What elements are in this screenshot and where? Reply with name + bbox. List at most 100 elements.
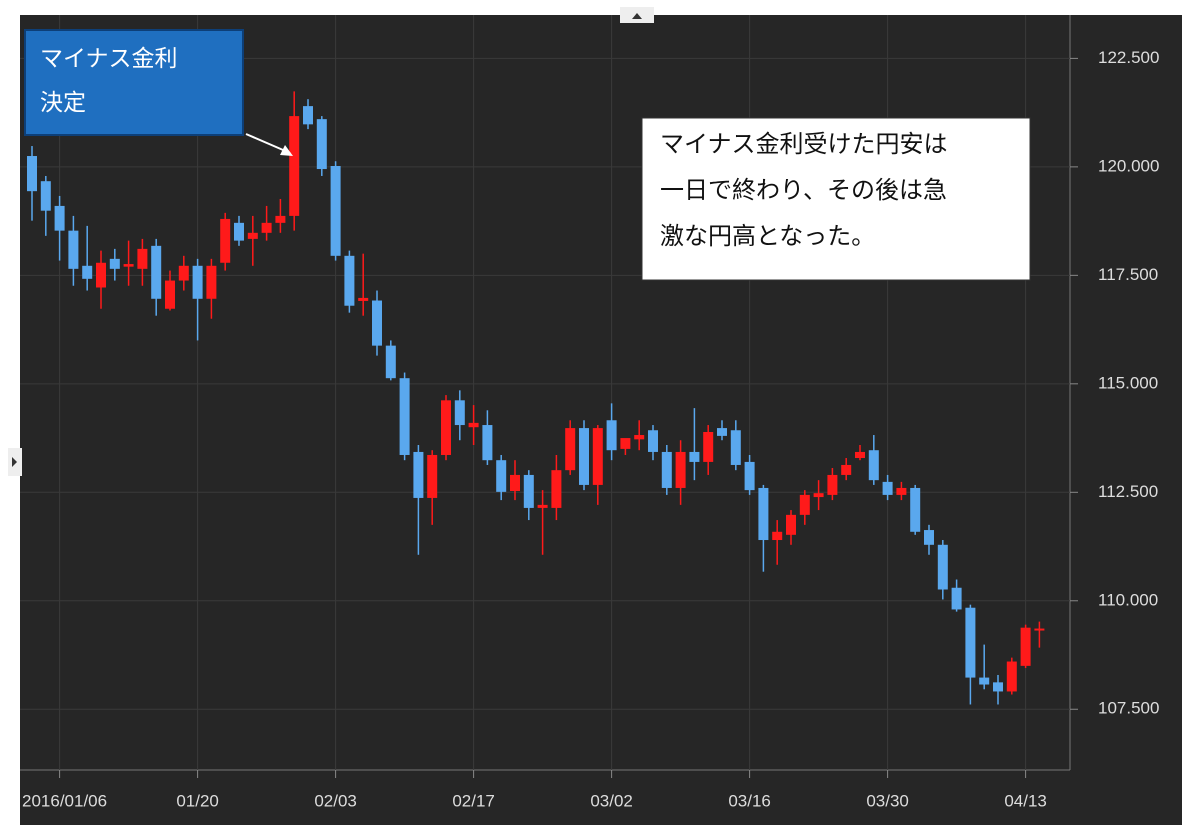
candle-body [1006, 661, 1017, 692]
candle-body [937, 544, 948, 590]
candle-body [441, 400, 451, 455]
candle-body [758, 487, 769, 541]
candle-body [606, 420, 617, 451]
candle-body [841, 464, 852, 475]
candle-body [1034, 628, 1045, 631]
x-tick-label: 03/30 [866, 791, 909, 810]
y-tick-label: 110.000 [1098, 590, 1158, 609]
x-tick-label: 2016/01/06 [22, 791, 107, 810]
candle-body [661, 451, 672, 488]
candle-body [468, 422, 479, 428]
candle-body [358, 297, 369, 301]
candle-body [316, 119, 327, 170]
candle-body [634, 435, 645, 440]
candle-body [261, 222, 272, 233]
candle-body [592, 428, 603, 485]
y-tick-label: 115.000 [1098, 373, 1158, 392]
candle-body [303, 106, 313, 125]
candle-body [813, 493, 824, 498]
y-tick-label: 107.500 [1098, 699, 1159, 718]
arrowhead [280, 145, 293, 156]
candle-body [951, 587, 962, 610]
y-tick-label: 122.500 [1098, 48, 1159, 67]
x-tick-label: 01/20 [176, 791, 219, 810]
candle-body [482, 425, 493, 461]
candle-body [510, 474, 520, 491]
candles [27, 91, 1045, 705]
candle-body [109, 258, 120, 269]
annotation-text: 決定 [40, 90, 86, 116]
tab-arrow [632, 13, 642, 19]
candle-body [744, 461, 755, 491]
candle-body [523, 474, 534, 508]
candle-body [537, 504, 548, 508]
candle-body [965, 607, 976, 678]
candle-body [137, 248, 148, 269]
candle-body [620, 438, 631, 449]
candle-body [27, 156, 37, 192]
candle-body [289, 116, 300, 216]
candle-body [234, 222, 244, 241]
candle-body [151, 245, 162, 299]
candle-body [1020, 627, 1031, 666]
candle-body [385, 345, 396, 379]
annotation-box [641, 117, 1031, 281]
candle-body [399, 378, 410, 455]
candle-body [206, 265, 217, 299]
candle-body [192, 265, 203, 299]
candle-body [730, 430, 741, 465]
candle-body [82, 265, 93, 279]
candle-body [868, 450, 879, 481]
y-tick-label: 112.500 [1098, 482, 1158, 501]
candle-body [427, 454, 438, 498]
annotation-text: マイナス金利 [40, 46, 178, 72]
candle-body [413, 451, 424, 498]
candle-body [178, 265, 189, 281]
candle-body [344, 255, 355, 306]
candle-body [703, 431, 714, 462]
candle-body [689, 451, 700, 462]
candle-body [910, 487, 921, 532]
candle-body [896, 487, 907, 495]
y-tick-label: 120.000 [1098, 156, 1159, 175]
candle-body [551, 470, 562, 508]
candle-body [247, 232, 258, 239]
candle-body [786, 514, 796, 535]
candle-body [799, 494, 810, 515]
annotation-text: 一日で終わり、その後は急 [660, 176, 947, 204]
candle-body [648, 430, 658, 452]
candle-body [979, 677, 990, 685]
candle-body [993, 682, 1003, 692]
x-tick-label: 02/03 [314, 791, 357, 810]
candle-body [565, 428, 576, 471]
candle-body [165, 280, 175, 309]
x-tick-label: 03/16 [728, 791, 771, 810]
y-tick-label: 117.500 [1098, 265, 1158, 284]
annotations: マイナス金利決定マイナス金利受けた円安は一日で終わり、その後は急激な円高となった… [24, 29, 1031, 281]
candle-body [717, 428, 727, 436]
annotation-box [24, 29, 244, 136]
candle-body [675, 451, 686, 488]
tab-arrow [12, 457, 17, 467]
candle-body [454, 400, 465, 426]
candle-body [220, 218, 231, 263]
candle-body [54, 205, 65, 231]
candle-body [372, 300, 382, 346]
candle-body [496, 460, 507, 492]
candle-body [855, 451, 865, 459]
candle-body [330, 166, 341, 256]
x-tick-label: 03/02 [590, 791, 633, 810]
candle-body [40, 181, 51, 211]
candle-body [68, 230, 79, 269]
x-tick-label: 02/17 [452, 791, 495, 810]
annotation-text: 激な円高となった。 [660, 222, 875, 250]
candle-body [882, 481, 893, 495]
annotation-text: マイナス金利受けた円安は [660, 130, 948, 158]
candle-body [96, 262, 106, 288]
x-tick-label: 04/13 [1004, 791, 1047, 810]
candle-body [579, 428, 589, 485]
candle-body [924, 530, 934, 545]
grid: 107.500 110.000 112.500 115.000 117.500 120.0… [20, 15, 1159, 810]
candle-body [123, 264, 134, 267]
